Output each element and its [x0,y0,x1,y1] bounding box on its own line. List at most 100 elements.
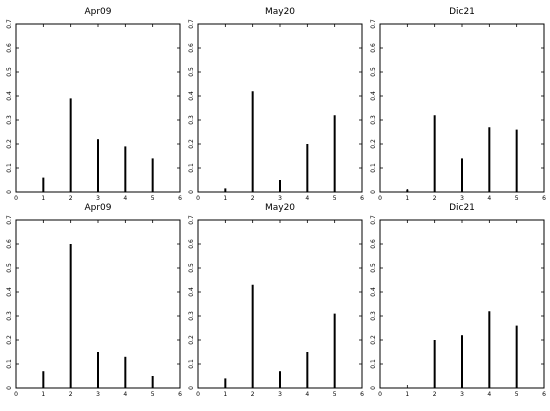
x-tick-label: 3 [96,195,100,202]
x-tick-label: 2 [69,195,73,202]
subplot-title: May20 [265,203,295,213]
y-tick-label: 0.4 [188,287,195,297]
y-tick-label: 0.6 [188,239,195,249]
x-tick-label: 3 [96,391,100,398]
plot-frame [197,219,363,389]
y-tick-label: 0.6 [370,239,377,249]
y-tick-label: 0.7 [6,215,13,225]
plot-frame [197,23,363,193]
y-tick-label: 0.2 [188,139,195,149]
subplot-2: May20 0 1 2 3 4 5 6 0 0.1 0.2 0.3 0.4 0.5 0.6 0.7 [188,7,364,202]
x-tick-label: 2 [433,195,437,202]
subplot-title: Apr09 [84,203,111,213]
y-tick-label: 0.5 [6,263,13,273]
x-tick-label: 5 [515,391,519,398]
y-tick-label: 0.1 [188,163,195,173]
y-tick-label: 0.2 [188,335,195,345]
x-tick-label: 2 [433,391,437,398]
subplot-title: Apr09 [84,7,111,17]
x-tick-label: 1 [41,195,45,202]
y-tick-label: 0.5 [188,263,195,273]
x-tick-label: 5 [333,195,337,202]
y-tick-label: 0 [6,386,13,390]
y-tick-label: 0.2 [370,335,377,345]
y-tick-label: 0.6 [6,43,13,53]
x-tick-label: 0 [196,391,200,398]
x-tick-label: 5 [515,195,519,202]
x-tick-label: 4 [305,195,309,202]
x-tick-label: 4 [487,391,491,398]
subplot-6: Dic21 0 1 2 3 4 5 6 0 0.1 0.2 0.3 0.4 0.5 0.6 0.7 [370,203,546,398]
y-tick-label: 0.4 [370,287,377,297]
y-tick-label: 0 [188,386,195,390]
x-tick-label: 6 [178,391,182,398]
x-tick-label: 2 [69,391,73,398]
x-tick-label: 6 [360,195,364,202]
subplot-title: Dic21 [449,7,475,17]
x-tick-label: 4 [305,391,309,398]
y-tick-label: 0.7 [6,19,13,29]
subplot-1: Apr09 0 1 2 3 4 5 6 0 0.1 0.2 0.3 0.4 0.5 0.6 0.7 [6,7,182,202]
x-tick-label: 3 [278,391,282,398]
y-tick-label: 0.4 [6,91,13,101]
x-tick-label: 4 [123,195,127,202]
y-tick-label: 0.7 [370,215,377,225]
x-tick-label: 3 [278,195,282,202]
x-tick-label: 0 [196,195,200,202]
x-tick-label: 1 [405,195,409,202]
y-tick-label: 0.3 [6,311,13,321]
y-tick-label: 0.3 [370,115,377,125]
x-tick-label: 0 [378,391,382,398]
x-tick-label: 6 [542,195,546,202]
y-tick-label: 0 [6,190,13,194]
x-tick-label: 3 [460,195,464,202]
y-tick-label: 0.4 [370,91,377,101]
x-tick-label: 3 [460,391,464,398]
y-tick-label: 0.5 [370,263,377,273]
y-tick-label: 0 [370,386,377,390]
y-tick-label: 0.4 [188,91,195,101]
y-tick-label: 0.6 [6,239,13,249]
subplot-4: Apr09 0 1 2 3 4 5 6 0 0.1 0.2 0.3 0.4 0.5 0.6 0.7 [6,203,182,398]
x-tick-label: 1 [223,195,227,202]
y-tick-label: 0.1 [370,359,377,369]
x-tick-label: 5 [333,391,337,398]
y-tick-label: 0.1 [188,359,195,369]
y-tick-label: 0.3 [188,115,195,125]
x-tick-label: 5 [151,391,155,398]
y-tick-label: 0.7 [188,215,195,225]
y-tick-label: 0.5 [6,67,13,77]
y-tick-label: 0.3 [188,311,195,321]
subplot-5: May20 0 1 2 3 4 5 6 0 0.1 0.2 0.3 0.4 0.5 0.6 0.7 [188,203,364,398]
x-tick-label: 1 [41,391,45,398]
x-tick-label: 0 [378,195,382,202]
y-tick-label: 0.7 [370,19,377,29]
y-tick-label: 0.2 [6,139,13,149]
x-tick-label: 1 [223,391,227,398]
y-tick-label: 0.2 [370,139,377,149]
y-tick-label: 0.6 [370,43,377,53]
x-tick-label: 6 [360,391,364,398]
x-tick-label: 1 [405,391,409,398]
y-tick-label: 0.5 [188,67,195,77]
x-tick-label: 4 [123,391,127,398]
x-tick-label: 0 [14,195,18,202]
y-tick-label: 0.2 [6,335,13,345]
y-tick-label: 0.3 [370,311,377,321]
y-tick-label: 0.6 [188,43,195,53]
subplot-3: Dic21 0 1 2 3 4 5 6 0 0.1 0.2 0.3 0.4 0.5 0.6 0.7 [370,7,546,202]
x-tick-label: 6 [542,391,546,398]
y-tick-label: 0.1 [370,163,377,173]
subplot-title: Dic21 [449,203,475,213]
y-tick-label: 0.1 [6,359,13,369]
x-tick-label: 6 [178,195,182,202]
x-tick-label: 0 [14,391,18,398]
y-tick-label: 0 [370,190,377,194]
x-tick-label: 5 [151,195,155,202]
y-tick-label: 0.5 [370,67,377,77]
y-tick-label: 0.4 [6,287,13,297]
y-tick-label: 0.1 [6,163,13,173]
x-tick-label: 4 [487,195,491,202]
subplot-title: May20 [265,7,295,17]
